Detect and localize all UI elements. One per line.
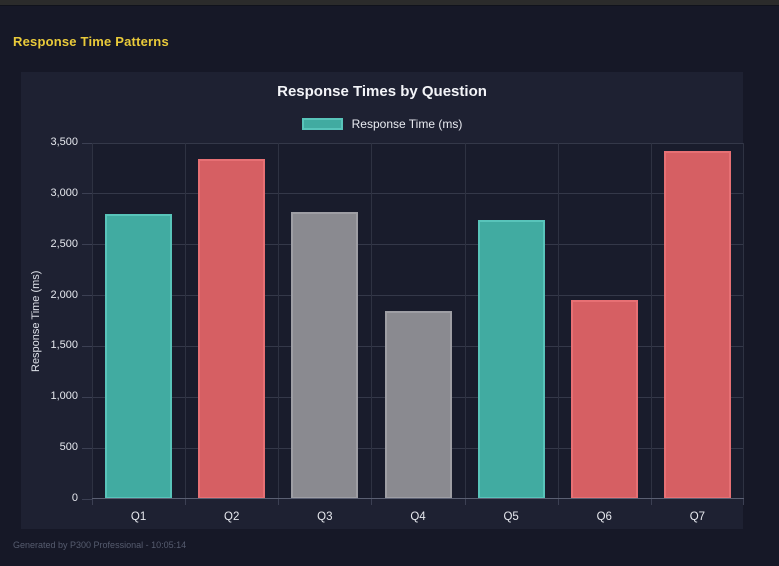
bar-q4 [384, 310, 452, 499]
legend-swatch [301, 118, 343, 130]
x-tick-mark [557, 499, 559, 505]
x-tick-mark [464, 499, 466, 505]
page-title: Response Time Patterns [13, 34, 169, 49]
y-tick-label: 2,500 [50, 237, 78, 250]
bar-q6 [570, 299, 638, 499]
bar-q5 [477, 220, 545, 499]
y-tick-mark [82, 396, 92, 398]
window-titlebar [0, 0, 779, 6]
y-tick-mark [82, 142, 92, 144]
y-tick-mark [82, 295, 92, 297]
x-axis-label-q1: Q1 [130, 511, 147, 523]
x-axis-label-q6: Q6 [596, 511, 612, 523]
x-axis-label-q5: Q5 [503, 511, 519, 523]
y-tick-label: 3,500 [50, 136, 78, 148]
plot-area [92, 142, 744, 499]
x-tick-mark [278, 499, 280, 505]
footer-status-text: Generated by P300 Professional - 10:05:1… [13, 540, 187, 550]
y-tick-label: 1,500 [50, 339, 78, 352]
gridline-horizontal [92, 193, 744, 195]
bar-q7 [663, 151, 731, 499]
x-axis-label-q7: Q7 [689, 511, 706, 523]
gridline-horizontal [92, 244, 744, 246]
y-tick-mark [82, 447, 92, 449]
y-tick-label: 3,000 [50, 186, 78, 199]
gridline-horizontal [92, 295, 744, 297]
x-axis-label-q3: Q3 [317, 511, 333, 523]
chart-title: Response Times by Question [277, 83, 487, 100]
y-tick-label: 500 [59, 441, 78, 454]
gridline-vertical [650, 143, 652, 499]
gridline-vertical [743, 143, 744, 499]
y-tick-mark [82, 193, 92, 195]
y-tick-mark [82, 498, 92, 500]
gridline-vertical [557, 143, 559, 499]
x-tick-mark [650, 499, 652, 505]
chart-panel: Response Times by Question Response Time… [21, 72, 744, 529]
x-axis-label-q4: Q4 [410, 511, 426, 523]
x-tick-mark [743, 499, 744, 505]
x-tick-mark [371, 499, 373, 505]
x-tick-mark [92, 499, 93, 505]
y-tick-label: 1,000 [50, 390, 78, 403]
gridline-vertical [92, 143, 93, 499]
bar-q3 [291, 212, 359, 499]
bar-q1 [105, 214, 173, 499]
y-tick-mark [82, 345, 92, 347]
bar-q2 [198, 159, 266, 499]
y-tick-mark [82, 244, 92, 246]
x-axis-line [92, 498, 744, 499]
y-tick-label: 0 [71, 492, 78, 504]
gridline-vertical [278, 143, 280, 499]
y-tick-label: 2,000 [50, 288, 78, 301]
x-axis-label-q2: Q2 [224, 511, 240, 523]
gridline-horizontal [92, 142, 744, 144]
legend-label: Response Time (ms) [351, 117, 463, 131]
gridline-vertical [371, 143, 373, 499]
chart-legend[interactable]: Response Time (ms) [21, 116, 743, 132]
gridline-vertical [464, 143, 466, 499]
x-tick-mark [185, 499, 187, 505]
gridline-vertical [185, 143, 187, 499]
